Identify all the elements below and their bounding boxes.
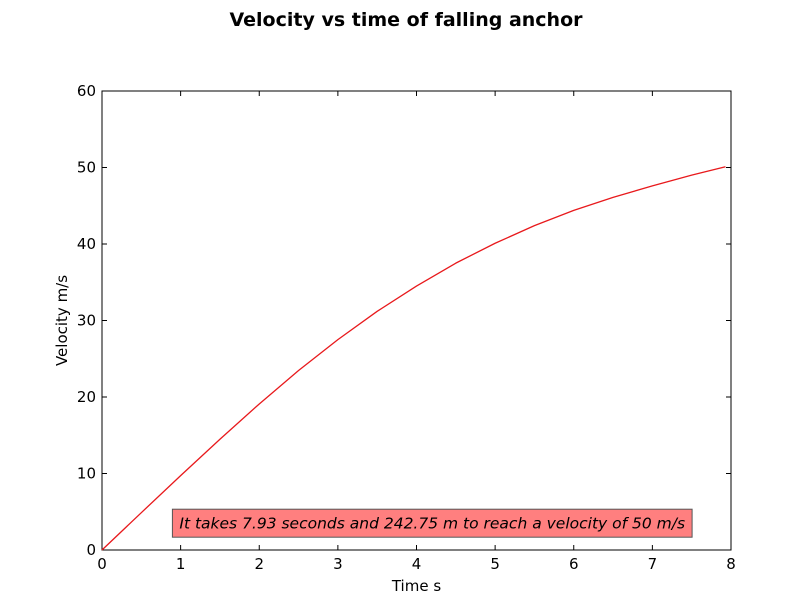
- y-tick-label: 30: [77, 312, 96, 330]
- annotation-box: [171, 508, 693, 538]
- x-tick-label: 1: [176, 555, 186, 573]
- y-tick-label: 10: [77, 465, 96, 483]
- annotation: It takes 7.93 seconds and 242.75 m to re…: [171, 508, 693, 538]
- velocity-point: [259, 403, 260, 404]
- x-axis-label: Time s: [391, 577, 441, 595]
- x-tick-label: 5: [490, 555, 500, 573]
- y-tick-label: 20: [77, 388, 96, 406]
- velocity-point: [573, 210, 574, 211]
- annotation-text: It takes 7.93 seconds and 242.75 m to re…: [179, 515, 685, 533]
- y-tick-label: 0: [86, 541, 96, 559]
- series-layer: [101, 166, 726, 551]
- velocity-point: [377, 311, 378, 312]
- velocity-point: [141, 512, 142, 513]
- y-tick-label: 60: [77, 82, 96, 100]
- velocity-point: [219, 439, 220, 440]
- velocity-point: [612, 197, 613, 198]
- velocity-point: [725, 166, 726, 167]
- y-tick-label: 50: [77, 159, 96, 177]
- velocity-point: [180, 475, 181, 476]
- x-tick-label: 3: [333, 555, 343, 573]
- velocity-line: [101, 166, 726, 551]
- x-tick-label: 0: [97, 555, 107, 573]
- velocity-point: [337, 339, 338, 340]
- x-tick-label: 8: [726, 555, 736, 573]
- x-tick-label: 2: [254, 555, 264, 573]
- velocity-point: [455, 263, 456, 264]
- x-tick-label: 6: [569, 555, 579, 573]
- velocity-point: [298, 370, 299, 371]
- chart-title: Velocity vs time of falling anchor: [229, 9, 583, 31]
- velocity-point: [691, 175, 692, 176]
- x-tick-label: 7: [648, 555, 658, 573]
- velocity-point: [101, 549, 102, 550]
- plot-area: [101, 90, 732, 551]
- velocity-point: [495, 243, 496, 244]
- y-axis-label: Velocity m/s: [53, 275, 71, 366]
- axis-ticks: 0 1 2 3 4 5 6 7 8 0 10 20 30 40 50 60: [77, 82, 736, 573]
- velocity-point: [416, 285, 417, 286]
- x-tick-label: 4: [412, 555, 422, 573]
- velocity-point: [652, 185, 653, 186]
- velocity-point: [534, 225, 535, 226]
- y-tick-label: 40: [77, 235, 96, 253]
